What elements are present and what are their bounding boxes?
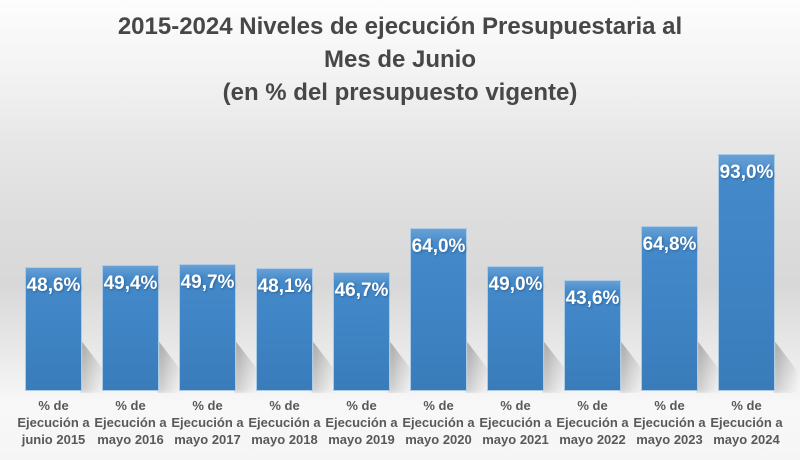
bar-mayo-2024: 93,0% bbox=[718, 154, 775, 391]
category-label: % de Ejecución a mayo 2018 bbox=[248, 398, 321, 447]
bar-value-label: 48,6% bbox=[26, 275, 81, 296]
category-label: % de Ejecución a mayo 2020 bbox=[402, 398, 475, 447]
bar-mayo-2023: 64,8% bbox=[641, 226, 698, 391]
category-label: % de Ejecución a mayo 2023 bbox=[633, 398, 706, 447]
bar-column-mayo-2018: 48,1% bbox=[256, 268, 335, 393]
bar-value-label: 49,0% bbox=[488, 274, 543, 295]
bar-floor-shadow bbox=[234, 339, 258, 393]
bar-value-label: 49,4% bbox=[103, 273, 158, 294]
bar-mayo-2016: 49,4% bbox=[102, 265, 159, 391]
bar-floor-shadow bbox=[542, 339, 566, 393]
bar-floor-shadow bbox=[619, 339, 643, 393]
category-label: % de Ejecución a junio 2015 bbox=[17, 398, 90, 447]
bar-mayo-2021: 49,0% bbox=[487, 266, 544, 391]
bar-value-label: 93,0% bbox=[719, 162, 774, 183]
bar-mayo-2020: 64,0% bbox=[410, 228, 467, 391]
bar-floor-shadow bbox=[465, 339, 489, 393]
chart-title: 2015-2024 Niveles de ejecución Presupues… bbox=[117, 13, 683, 106]
bar-value-label: 64,8% bbox=[642, 234, 697, 255]
category-label: % de Ejecución a mayo 2022 bbox=[556, 398, 629, 447]
bar-column-mayo-2017: 49,7% bbox=[179, 264, 258, 393]
bar-floor-shadow bbox=[388, 339, 412, 393]
bar-floor-shadow bbox=[773, 339, 797, 393]
bar-value-label: 48,1% bbox=[257, 276, 312, 297]
bar-column-mayo-2021: 49,0% bbox=[487, 266, 566, 393]
bar-column-mayo-2020: 64,0% bbox=[410, 228, 489, 393]
bar-floor-shadow bbox=[157, 339, 181, 393]
bar-junio-2015: 48,6% bbox=[25, 267, 82, 391]
bar-floor-shadow bbox=[80, 339, 104, 393]
bar-column-mayo-2022: 43,6% bbox=[564, 280, 643, 393]
bar-column-mayo-2024: 93,0% bbox=[718, 154, 797, 393]
bar-value-label: 64,0% bbox=[411, 236, 466, 257]
category-row: % de Ejecución a junio 2015% de Ejecució… bbox=[15, 397, 785, 448]
bar-column-mayo-2023: 64,8% bbox=[641, 226, 720, 393]
bar-mayo-2017: 49,7% bbox=[179, 264, 236, 391]
bar-floor-shadow bbox=[311, 339, 335, 393]
category-label: % de Ejecución a mayo 2019 bbox=[325, 398, 398, 447]
bar-column-mayo-2019: 46,7% bbox=[333, 272, 412, 393]
bar-mayo-2018: 48,1% bbox=[256, 268, 313, 391]
bar-value-label: 49,7% bbox=[180, 272, 235, 293]
bar-value-label: 43,6% bbox=[565, 288, 620, 309]
bar-column-junio-2015: 48,6% bbox=[25, 267, 104, 393]
bar-mayo-2022: 43,6% bbox=[564, 280, 621, 391]
category-label: % de Ejecución a mayo 2017 bbox=[171, 398, 244, 447]
bar-floor-shadow bbox=[696, 339, 720, 393]
category-label: % de Ejecución a mayo 2024 bbox=[710, 398, 783, 447]
plot-area: 48,6% 49,4% 49,7% 48,1% 46,7% 64,0% 49,0% 43,6%… bbox=[25, 149, 797, 393]
category-label: % de Ejecución a mayo 2021 bbox=[479, 398, 552, 447]
bar-mayo-2019: 46,7% bbox=[333, 272, 390, 391]
bar-value-label: 46,7% bbox=[334, 280, 389, 301]
bar-column-mayo-2016: 49,4% bbox=[102, 265, 181, 393]
category-label: % de Ejecución a mayo 2016 bbox=[94, 398, 167, 447]
